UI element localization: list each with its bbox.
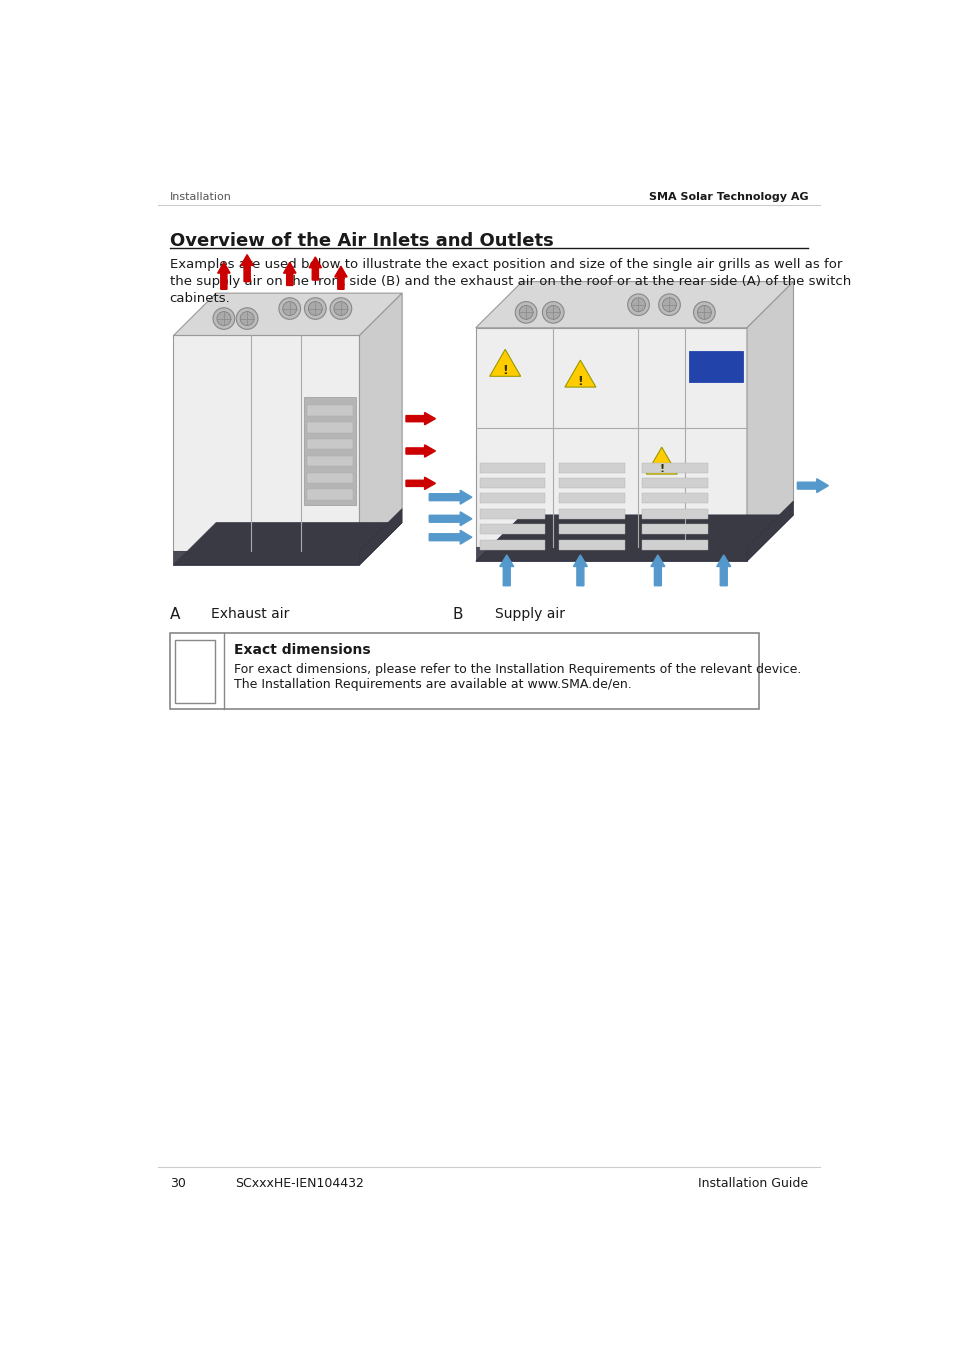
Polygon shape — [479, 493, 545, 503]
Polygon shape — [173, 552, 359, 565]
Polygon shape — [359, 293, 402, 552]
FancyArrow shape — [716, 554, 730, 585]
Polygon shape — [476, 281, 793, 327]
FancyArrow shape — [406, 477, 435, 489]
FancyArrow shape — [406, 445, 435, 457]
Text: The Installation Requirements are available at www.SMA.de/en.: The Installation Requirements are availa… — [233, 679, 631, 691]
Text: Exact dimensions: Exact dimensions — [233, 642, 370, 657]
Text: SCxxxHE-IEN104432: SCxxxHE-IEN104432 — [235, 1178, 364, 1190]
Polygon shape — [641, 508, 707, 519]
FancyBboxPatch shape — [170, 634, 758, 708]
Text: !: ! — [502, 365, 508, 377]
Circle shape — [304, 297, 326, 319]
Circle shape — [658, 293, 679, 315]
Polygon shape — [307, 422, 353, 433]
Polygon shape — [558, 508, 624, 519]
FancyArrow shape — [429, 530, 472, 544]
Circle shape — [240, 311, 253, 326]
Polygon shape — [641, 462, 707, 473]
FancyArrow shape — [499, 554, 513, 585]
Polygon shape — [479, 479, 545, 488]
Circle shape — [542, 301, 563, 323]
Polygon shape — [173, 523, 402, 565]
Text: Installation: Installation — [170, 192, 232, 201]
Polygon shape — [746, 502, 793, 561]
Polygon shape — [476, 515, 793, 561]
Polygon shape — [688, 352, 742, 381]
Circle shape — [278, 297, 300, 319]
Polygon shape — [303, 397, 355, 504]
Circle shape — [282, 301, 296, 315]
FancyBboxPatch shape — [174, 639, 215, 703]
Circle shape — [518, 306, 533, 319]
Polygon shape — [307, 438, 353, 449]
Polygon shape — [307, 404, 353, 415]
Polygon shape — [479, 539, 545, 549]
Polygon shape — [746, 281, 793, 548]
Text: A: A — [170, 607, 180, 622]
Circle shape — [515, 301, 537, 323]
Text: For exact dimensions, please refer to the Installation Requirements of the relev: For exact dimensions, please refer to th… — [233, 662, 801, 676]
Circle shape — [697, 306, 711, 319]
Text: i: i — [190, 657, 200, 687]
Polygon shape — [558, 462, 624, 473]
Polygon shape — [479, 508, 545, 519]
Circle shape — [546, 306, 559, 319]
Polygon shape — [558, 493, 624, 503]
Polygon shape — [476, 548, 746, 561]
Text: Overview of the Air Inlets and Outlets: Overview of the Air Inlets and Outlets — [170, 231, 553, 250]
Text: 30: 30 — [170, 1178, 185, 1190]
Circle shape — [213, 308, 234, 330]
Polygon shape — [558, 525, 624, 534]
Polygon shape — [173, 293, 402, 335]
Polygon shape — [641, 493, 707, 503]
Polygon shape — [479, 525, 545, 534]
Circle shape — [330, 297, 352, 319]
Text: Supply air: Supply air — [495, 607, 564, 622]
FancyArrow shape — [573, 554, 587, 585]
Text: Examples are used below to illustrate the exact position and size of the single : Examples are used below to illustrate th… — [170, 258, 841, 272]
Circle shape — [627, 293, 649, 315]
Text: cabinets.: cabinets. — [170, 292, 230, 306]
Circle shape — [334, 301, 348, 315]
Circle shape — [631, 297, 645, 311]
Polygon shape — [307, 489, 353, 500]
Circle shape — [661, 297, 676, 311]
FancyArrow shape — [797, 479, 827, 492]
Circle shape — [308, 301, 322, 315]
FancyArrow shape — [429, 491, 472, 504]
FancyArrow shape — [429, 512, 472, 526]
Polygon shape — [558, 539, 624, 549]
Polygon shape — [641, 525, 707, 534]
Circle shape — [693, 301, 715, 323]
Text: SMA Solar Technology AG: SMA Solar Technology AG — [648, 192, 807, 201]
FancyArrow shape — [241, 254, 253, 281]
Text: Exhaust air: Exhaust air — [211, 607, 289, 622]
Text: !: ! — [577, 376, 582, 388]
Polygon shape — [173, 335, 359, 552]
FancyArrow shape — [406, 412, 435, 425]
Text: the supply air on the front side (B) and the exhaust air on the roof or at the r: the supply air on the front side (B) and… — [170, 276, 850, 288]
Circle shape — [236, 308, 257, 330]
Circle shape — [216, 311, 231, 326]
Text: !: ! — [659, 464, 663, 473]
FancyArrow shape — [217, 262, 230, 289]
FancyArrow shape — [283, 262, 295, 285]
Polygon shape — [564, 360, 596, 387]
Text: B: B — [452, 607, 462, 622]
Polygon shape — [476, 327, 746, 548]
Polygon shape — [359, 508, 402, 565]
FancyArrow shape — [650, 554, 664, 585]
FancyArrow shape — [335, 266, 347, 289]
Text: Installation Guide: Installation Guide — [698, 1178, 807, 1190]
Polygon shape — [489, 349, 520, 376]
Polygon shape — [307, 473, 353, 483]
FancyArrow shape — [309, 257, 321, 280]
Polygon shape — [558, 479, 624, 488]
Polygon shape — [641, 479, 707, 488]
Polygon shape — [479, 462, 545, 473]
Polygon shape — [307, 456, 353, 466]
Polygon shape — [641, 539, 707, 549]
Polygon shape — [645, 448, 677, 475]
